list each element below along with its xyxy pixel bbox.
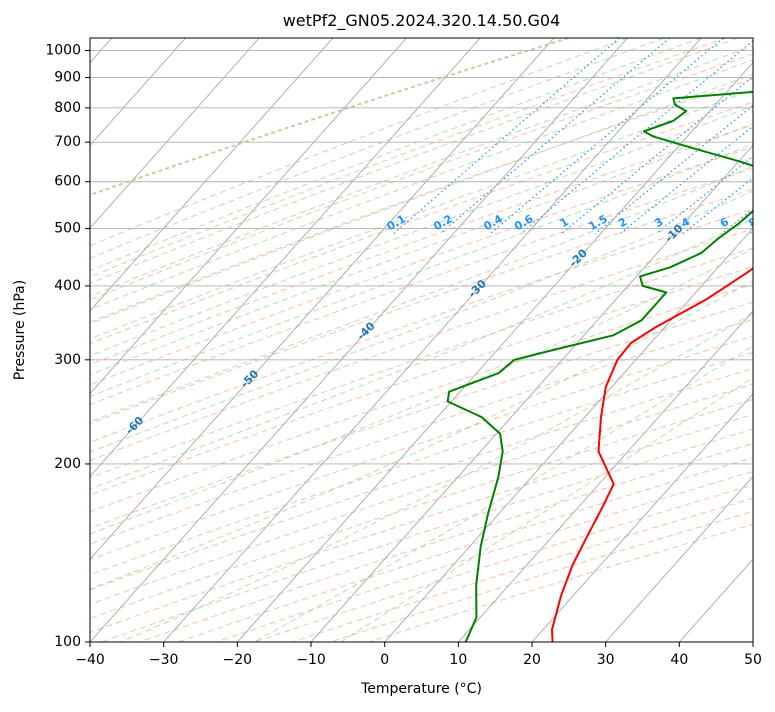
mixing-ratio-line [521,38,757,234]
dry-adiabat [0,38,775,655]
mixing-ratio-label: 10 [766,213,775,232]
mixing-ratio-line [683,38,775,234]
dry-adiabat [0,38,775,655]
isotherm-line [753,38,775,642]
x-tick-label: −30 [149,652,179,668]
dry-adiabat [328,38,775,655]
dry-adiabat [0,38,775,655]
moist-adiabat [0,38,775,642]
moist-adiabat [0,38,775,642]
isotherm-line [237,38,775,642]
x-axis-title: Temperature (°C) [360,681,482,697]
dry-adiabat [0,38,775,655]
mixing-ratio-label: 0.4 [481,212,505,233]
moist-adiabat [0,38,775,642]
dry-adiabat [0,38,775,655]
moist-adiabat [254,38,775,642]
isotherm-line [90,38,628,642]
dry-adiabat [0,38,775,655]
moist-adiabat [0,38,775,642]
moist-adiabat [121,38,775,642]
mixing-ratio-line [620,38,775,234]
dry-adiabat [140,38,775,655]
chart-title: wetPf2_GN05.2024.320.14.50.G04 [283,11,561,31]
dry-adiabat [0,38,775,655]
y-tick-label: 800 [54,100,81,116]
y-tick-label: 1000 [45,43,81,59]
x-tick-label: 40 [670,652,688,668]
dewpoint-profile [448,86,775,642]
mixing-ratio-line [595,38,775,234]
x-tick-label: −40 [75,652,105,668]
isotherm-line [0,38,407,642]
x-tick-label: −10 [296,652,326,668]
dry-adiabat [0,38,775,655]
y-tick-label: 500 [54,221,81,237]
dry-adiabat [0,38,775,655]
mixing-ratio-label: 0.2 [431,212,454,233]
dry-adiabat [0,38,726,655]
dry-adiabat [0,38,775,655]
moist-adiabat [0,38,738,642]
x-tick-label: 0 [380,652,389,668]
y-tick-label: 200 [54,456,81,472]
moist-adiabat [0,38,775,642]
isotherm-label: -70 [4,465,27,488]
x-tick-label: 30 [597,652,615,668]
mixing-ratio-label: 1 [558,215,571,230]
isotherm-line [164,38,702,642]
moist-adiabat [0,38,775,642]
moist-adiabat [0,38,775,642]
x-tick-label: 20 [523,652,541,668]
dry-adiabat [102,38,775,655]
y-tick-label: 900 [54,70,81,86]
moist-adiabat [0,38,775,642]
dry-adiabat [0,38,775,655]
mixing-ratio-label: 3 [652,215,665,230]
mixing-ratio-line [750,38,775,234]
dry-adiabat [65,38,775,655]
y-tick-label: 700 [54,134,81,150]
background-lines [0,38,775,655]
dry-adiabat [0,38,775,655]
dry-adiabat [178,38,775,655]
isotherm-line [0,38,259,642]
temperature-profile [552,86,775,642]
y-axis-title: Pressure (hPa) [12,280,28,380]
moist-adiabat [0,38,775,642]
y-tick-label: 400 [54,278,81,294]
moist-adiabat [0,38,775,642]
isotherm-line [311,38,775,642]
moist-adiabat [0,38,775,642]
isotherm-line [606,38,775,642]
x-tick-label: 50 [744,652,762,668]
x-tick-label: 10 [449,652,467,668]
dry-adiabat [0,38,775,655]
dry-adiabat [0,38,775,655]
y-tick-label: 300 [54,352,81,368]
data-series [448,86,775,642]
y-tick-label: 100 [54,634,81,650]
mixing-ratio-line [721,38,775,234]
moist-adiabat [0,38,775,642]
y-tick-label: 600 [54,174,81,190]
dry-adiabat [0,38,775,655]
x-tick-label: −20 [223,652,253,668]
mixing-ratio-label: 1.5 [586,212,609,233]
isotherm-line [0,38,333,642]
moist-adiabat-label: 0 [754,194,769,209]
dry-adiabat [215,38,775,655]
dry-adiabat [0,38,775,655]
moist-adiabat [341,38,775,642]
dry-adiabat [0,38,775,655]
mixing-ratio-line [562,38,775,234]
dry-adiabat [0,38,775,655]
dry-adiabat [0,38,775,655]
